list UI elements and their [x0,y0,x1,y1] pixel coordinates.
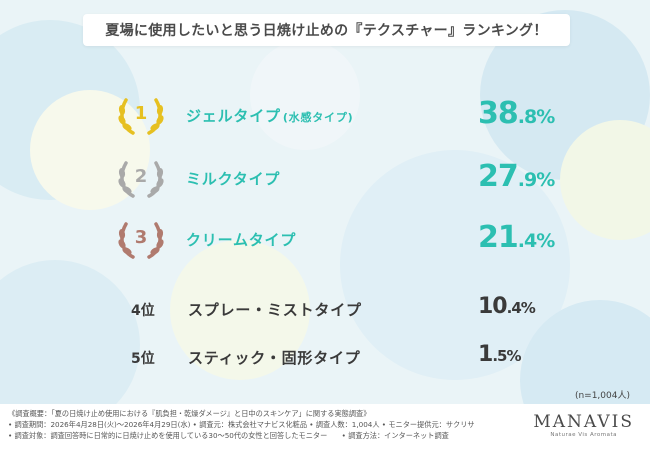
brand-name: MANAVIS [533,412,634,432]
percent-integer: 27 [478,159,519,194]
percent-decimal: .4% [506,299,536,317]
ranking-label-text: ジェルタイプ [186,107,281,125]
ranking-label: ジェルタイプ (水感タイプ) [186,105,353,126]
ranking-percent: 1.5% [478,342,521,367]
percent-decimal: .9% [517,169,555,191]
rank-number: 3 [134,227,148,248]
percent-integer: 1 [478,342,493,367]
ranking-percent: 27.9% [478,159,555,194]
gold-laurel-icon: 1 [116,94,166,138]
survey-note-line: • 調査対象：調査回答時に日常的に日焼け止めを使用している30～50代の女性と回… [8,431,449,440]
ranking-label: クリームタイプ [186,231,297,249]
background-bubble [560,120,650,240]
silver-laurel-icon: 2 [116,157,166,201]
ranking-row-4: 4位 スプレー・ミストタイプ 10.4% [0,288,650,332]
ranking-row-2: 2 ミルクタイプ 27.9% [0,157,650,201]
rank-position: 5位 [131,351,155,367]
ranking-row-1: 1 ジェルタイプ (水感タイプ) 38.8% [0,94,650,138]
background-bubble [0,260,140,430]
rank-number: 1 [134,103,148,124]
ranking-label: スティック・固形タイプ [188,349,361,367]
sample-size-note: (n=1,004人) [574,391,630,401]
ranking-label: スプレー・ミストタイプ [188,301,362,319]
percent-decimal: .5% [492,347,521,365]
rank-number: 2 [134,166,148,187]
percent-integer: 21 [478,220,519,255]
page-title: 夏場に使用したいと思う日焼け止めの『テクスチャー』ランキング！ [83,14,570,46]
ranking-percent: 21.4% [478,220,555,255]
bronze-laurel-icon: 3 [116,218,166,262]
ranking-percent: 38.8% [478,96,555,131]
background-bubble [170,240,310,380]
percent-decimal: .4% [517,230,555,252]
survey-notes: 《調査概要：「夏の日焼け止め使用における『肌負担・乾燥ダメージ』と日中のスキンケ… [8,408,475,441]
background-bubble [250,40,360,150]
brand-logo: MANAVIS Naturae Vis Aromata [533,412,634,438]
ranking-row-3: 3 クリームタイプ 21.4% [0,218,650,262]
ranking-label-sub: (水感タイプ) [282,111,354,124]
survey-note-line: • 調査期間：2026年4月28日(火)～2026年4月29日(水) • 調査元… [8,420,475,429]
percent-decimal: .8% [517,106,555,128]
survey-note-line: 《調査概要：「夏の日焼け止め使用における『肌負担・乾燥ダメージ』と日中のスキンケ… [8,409,371,418]
survey-footer: 《調査概要：「夏の日焼け止め使用における『肌負担・乾燥ダメージ』と日中のスキンケ… [0,404,650,450]
percent-integer: 38 [478,96,519,131]
rank-position: 4位 [131,303,155,319]
ranking-percent: 10.4% [478,294,536,319]
brand-tagline: Naturae Vis Aromata [550,432,618,438]
ranking-row-5: 5位 スティック・固形タイプ 1.5% [0,336,650,380]
percent-integer: 10 [478,294,508,319]
ranking-label: ミルクタイプ [186,170,281,188]
